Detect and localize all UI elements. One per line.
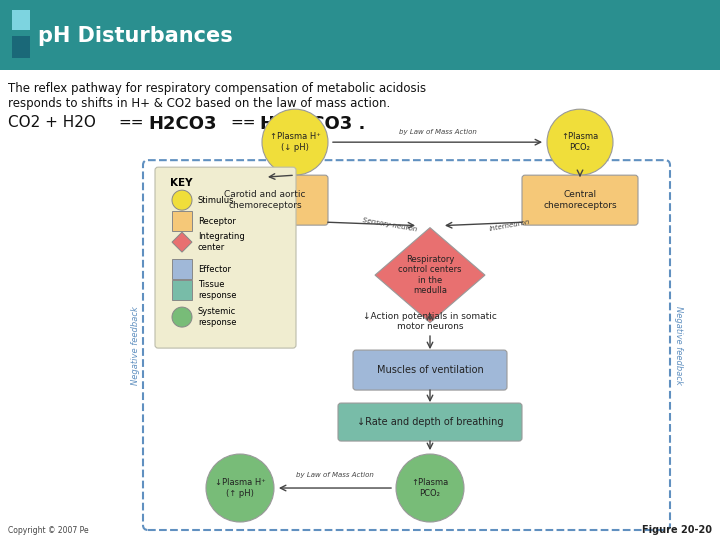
Text: Muscles of ventilation: Muscles of ventilation bbox=[377, 365, 483, 375]
Text: Sensory neuron: Sensory neuron bbox=[362, 218, 418, 233]
Text: Integrating
center: Integrating center bbox=[198, 232, 245, 252]
Circle shape bbox=[396, 454, 464, 522]
Text: Tissue
response: Tissue response bbox=[198, 280, 236, 300]
Text: by Law of Mass Action: by Law of Mass Action bbox=[296, 472, 374, 478]
Text: Carotid and aortic
chemoreceptors: Carotid and aortic chemoreceptors bbox=[224, 191, 306, 210]
Bar bbox=[172, 211, 192, 231]
Circle shape bbox=[172, 190, 192, 210]
Text: ==: == bbox=[230, 115, 256, 130]
Circle shape bbox=[206, 454, 274, 522]
Text: Respiratory
control centers
in the
medulla: Respiratory control centers in the medul… bbox=[398, 255, 462, 295]
Text: ↓Action potentials in somatic
motor neurons: ↓Action potentials in somatic motor neur… bbox=[363, 312, 497, 332]
Text: by Law of Mass Action: by Law of Mass Action bbox=[399, 129, 477, 135]
Text: H+ HCO3 .: H+ HCO3 . bbox=[260, 115, 365, 133]
Text: ↑Plasma
PCO₂: ↑Plasma PCO₂ bbox=[411, 478, 449, 498]
Text: Interneuron: Interneuron bbox=[489, 219, 531, 232]
Text: Systemic
response: Systemic response bbox=[198, 307, 236, 327]
Text: CO2 + H2O: CO2 + H2O bbox=[8, 115, 96, 130]
Bar bbox=[172, 259, 192, 279]
Text: responds to shifts in H+ & CO2 based on the law of mass action.: responds to shifts in H+ & CO2 based on … bbox=[8, 97, 390, 110]
Text: ↓Rate and depth of breathing: ↓Rate and depth of breathing bbox=[356, 417, 503, 427]
Bar bbox=[12, 10, 30, 30]
Bar bbox=[12, 36, 30, 58]
Circle shape bbox=[262, 109, 328, 175]
Text: pH Disturbances: pH Disturbances bbox=[38, 26, 233, 46]
FancyBboxPatch shape bbox=[202, 175, 328, 225]
Text: H2CO3: H2CO3 bbox=[148, 115, 217, 133]
FancyBboxPatch shape bbox=[155, 167, 296, 348]
Text: ==: == bbox=[118, 115, 143, 130]
FancyBboxPatch shape bbox=[338, 403, 522, 441]
Text: Negative feedback: Negative feedback bbox=[132, 306, 140, 384]
Circle shape bbox=[172, 307, 192, 327]
Polygon shape bbox=[172, 232, 192, 252]
Polygon shape bbox=[375, 228, 485, 322]
Text: ↑Plasma H⁺
(↓ pH): ↑Plasma H⁺ (↓ pH) bbox=[269, 132, 320, 152]
Text: Effector: Effector bbox=[198, 265, 231, 274]
Text: The reflex pathway for respiratory compensation of metabolic acidosis: The reflex pathway for respiratory compe… bbox=[8, 82, 426, 95]
Text: ↓Plasma H⁺
(↑ pH): ↓Plasma H⁺ (↑ pH) bbox=[215, 478, 266, 498]
Text: Negative feedback: Negative feedback bbox=[675, 306, 683, 384]
FancyBboxPatch shape bbox=[522, 175, 638, 225]
Text: ↑Plasma
PCO₂: ↑Plasma PCO₂ bbox=[562, 132, 598, 152]
Text: Stimulus: Stimulus bbox=[198, 195, 235, 205]
Text: Receptor: Receptor bbox=[198, 217, 236, 226]
Bar bbox=[172, 280, 192, 300]
Text: Central
chemoreceptors: Central chemoreceptors bbox=[543, 191, 617, 210]
Text: Copyright © 2007 Pe: Copyright © 2007 Pe bbox=[8, 526, 89, 535]
Text: Figure 20-20: Figure 20-20 bbox=[642, 525, 712, 535]
Text: KEY: KEY bbox=[170, 178, 192, 188]
FancyBboxPatch shape bbox=[353, 350, 507, 390]
Circle shape bbox=[547, 109, 613, 175]
